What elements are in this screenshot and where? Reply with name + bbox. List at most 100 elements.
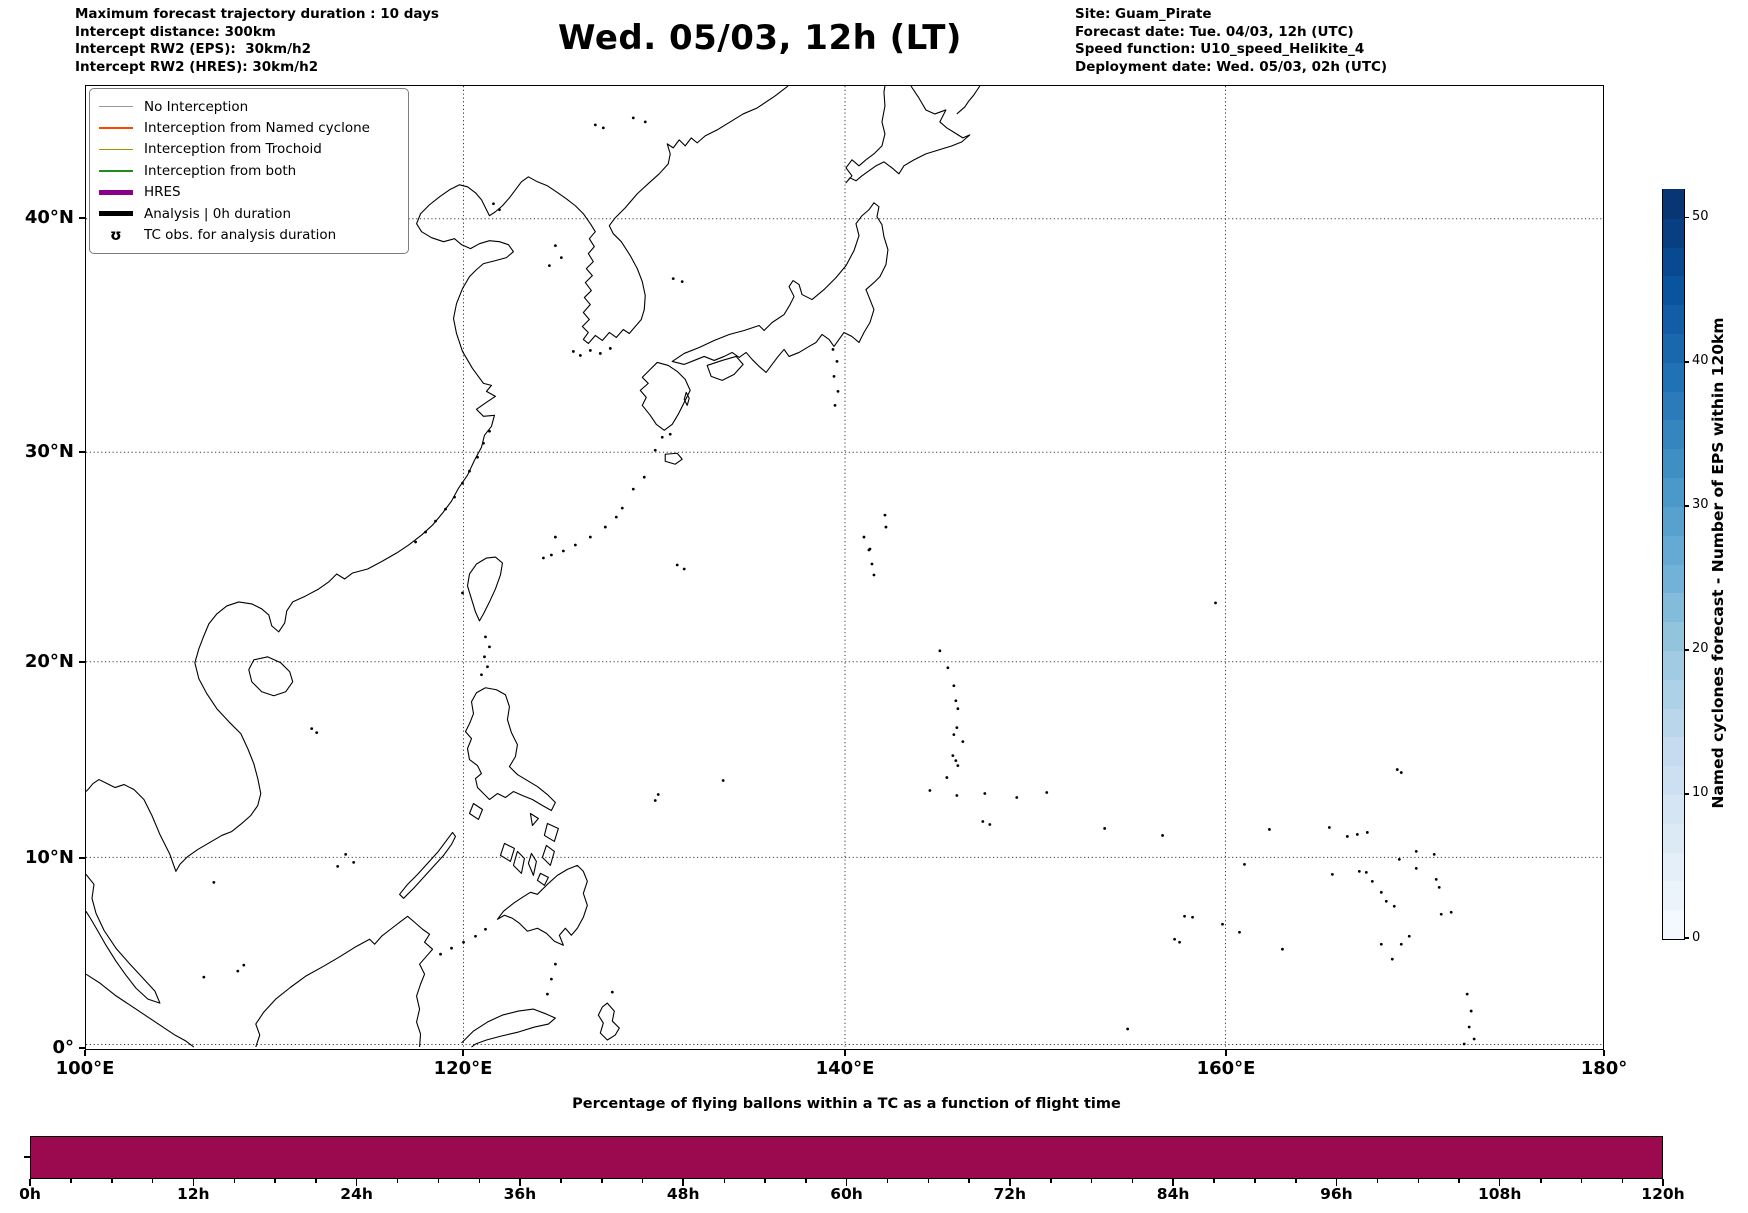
header-info-line: Maximum forecast trajectory duration : 1…: [75, 6, 439, 22]
colorbar-segment: [1663, 823, 1684, 853]
island-dot: [643, 120, 647, 124]
bottom-axis-tick-label: 60h: [830, 1185, 863, 1203]
island-dot: [1414, 866, 1418, 870]
bottom-axis-minor-tick: [274, 1179, 276, 1183]
bottom-axis-minor-tick: [723, 1179, 726, 1183]
x-axis-tick: [1225, 1050, 1227, 1056]
colorbar-segment: [1663, 391, 1684, 421]
island-dot: [836, 389, 840, 393]
legend-swatch: [98, 105, 134, 108]
colorbar-tick-label: 10: [1692, 785, 1709, 801]
island-dot: [453, 495, 456, 499]
island-dot: [1439, 912, 1443, 916]
colorbar-tick: [1684, 793, 1689, 795]
island-dot: [1469, 1009, 1473, 1013]
island-dot: [1221, 922, 1224, 926]
island-dot: [956, 764, 960, 767]
island-dot: [547, 264, 551, 268]
island-dot: [872, 573, 876, 577]
island-dot: [483, 655, 486, 659]
island-dot: [588, 535, 592, 539]
island-dot: [1126, 1027, 1130, 1031]
island-dot: [1399, 771, 1403, 774]
island-dot: [1103, 827, 1107, 830]
island-dot: [955, 726, 959, 730]
header-info-line: Intercept RW2 (EPS): 30km/h2: [75, 41, 311, 58]
bottom-axis-minor-tick: [1131, 1179, 1134, 1183]
island-dot: [336, 864, 340, 868]
bottom-axis-minor-tick: [396, 1179, 399, 1183]
island-dot: [653, 799, 657, 802]
bottom-axis-tick-label: 12h: [176, 1185, 210, 1203]
bottom-axis-major-tick: [1498, 1179, 1501, 1186]
island-dot: [553, 962, 557, 966]
island-dot: [310, 727, 314, 731]
island-dot: [954, 759, 958, 762]
island-dot: [462, 940, 465, 944]
figure-title: Wed. 05/03, 12h (LT): [558, 18, 962, 58]
island-dot: [620, 506, 624, 510]
legend-item: Interception from Named cyclone: [98, 117, 400, 138]
legend-item: No Interception: [98, 96, 400, 117]
bottom-axis-minor-tick: [927, 1179, 930, 1183]
island-dot: [1390, 957, 1394, 961]
bottom-axis-major-tick: [845, 1179, 848, 1186]
colorbar-tick-label: 50: [1692, 209, 1709, 225]
island-dot: [883, 513, 887, 517]
island-dot: [588, 349, 592, 352]
legend-line-sample: [99, 170, 133, 172]
island-dot: [945, 776, 949, 779]
legend-item-label: Interception from both: [144, 162, 297, 179]
island-dot: [1281, 947, 1284, 951]
island-dot: [1434, 877, 1438, 881]
colorbar-segment: [1663, 563, 1684, 594]
colorbar-segment: [1663, 621, 1684, 651]
colorbar-segment: [1663, 247, 1684, 277]
bottom-axis-minor-tick: [1417, 1179, 1420, 1183]
island-dot: [1238, 930, 1241, 934]
island-dot: [541, 556, 545, 560]
island-dot: [553, 244, 557, 248]
bottom-axis-minor-tick: [111, 1179, 113, 1183]
island-dot: [1465, 992, 1469, 996]
y-axis-tick-label: 30°N: [24, 440, 74, 462]
island-dot: [870, 562, 874, 566]
colorbar-tick-label: 30: [1692, 497, 1709, 513]
y-axis-tick-label: 10°N: [24, 846, 74, 868]
island-dot: [614, 515, 618, 519]
island-dot: [660, 435, 664, 439]
bottom-axis-minor-tick: [437, 1179, 440, 1183]
colorbar-segment: [1663, 880, 1684, 911]
island-dot: [956, 707, 960, 711]
legend-item: Interception from both: [98, 160, 400, 181]
island-dot: [642, 475, 646, 479]
island-dot: [1345, 835, 1349, 838]
colorbar-segment: [1663, 362, 1684, 392]
island-dot: [952, 684, 956, 688]
island-dot: [424, 530, 427, 534]
island-dot: [631, 487, 635, 491]
island-dot: [1365, 831, 1369, 834]
island-dot: [1414, 850, 1418, 853]
header-info-line: Deployment date: Wed. 05/03, 02h (UTC): [1075, 58, 1388, 75]
y-axis-tick: [79, 661, 85, 663]
island-dot: [444, 507, 447, 511]
island-dot: [549, 977, 553, 981]
island-dot: [988, 823, 992, 826]
island-dot: [653, 448, 657, 452]
header-right-info: Site: Guam_Pirate Forecast date: Tue. 04/…: [1075, 6, 1387, 76]
colorbar-segment: [1663, 650, 1684, 680]
map-legend: No Interception Interception from Named c…: [89, 88, 409, 254]
legend-item-label: Interception from Named cyclone: [144, 120, 370, 137]
island-dot: [492, 202, 495, 206]
island-dot: [862, 535, 866, 539]
island-dot: [832, 374, 836, 378]
x-axis-tick: [1603, 1050, 1605, 1056]
bottom-axis-minor-tick: [805, 1179, 807, 1183]
island-dot: [656, 793, 660, 796]
header-info-line: Intercept distance: 300km: [75, 23, 276, 40]
percentage-bar: [30, 1136, 1663, 1179]
legend-swatch: [98, 170, 134, 172]
colorbar-segment: [1663, 419, 1684, 450]
colorbar-segment: [1663, 535, 1684, 565]
